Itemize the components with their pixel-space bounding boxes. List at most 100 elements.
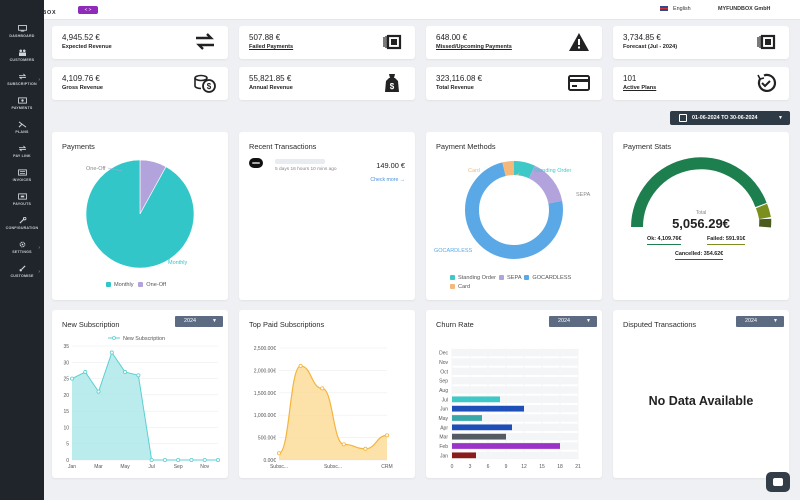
sidebar-item-customers[interactable]: CUSTOMERS [0,46,44,70]
donut-label-standing-order: Standing Order [534,168,571,174]
stat-value: 55,821.85 € [249,74,292,83]
year-select[interactable]: 2024 ▼ [736,316,784,327]
y-tick-label: Oct [440,369,448,375]
language-selector[interactable]: English [660,6,691,12]
stat-card-forecast: 3,734.85 € Forecast (Jul - 2024) [613,26,789,59]
donut-slice-gocardless [465,161,563,259]
chat-button[interactable] [766,472,790,492]
bar-jun [452,405,524,412]
legend-marker [112,336,116,340]
panel-title: Top Paid Subscriptions [249,320,325,329]
area-fill [72,352,218,460]
y-tick-label: 2,000.00€ [254,368,276,374]
sidebar-item-plans[interactable]: PLANS [0,118,44,142]
panel-title: Disputed Transactions [623,320,697,329]
chevron-down-icon: ▼ [778,115,783,121]
sidebar-item-configuration[interactable]: CONFIGURATION [0,214,44,238]
y-tick-label: 25 [63,377,69,383]
row-band [452,386,578,394]
refresh-icon [18,73,26,80]
legend-swatch [499,275,505,281]
stat-label: Annual Revenue [249,85,293,91]
y-tick-label: May [439,416,449,422]
donut-label-sepa: SEPA [576,192,591,198]
data-point [109,350,114,355]
x-tick-label: Jan [68,464,76,470]
legend-label: One-Off [146,282,167,288]
payment-methods-panel: Payment Methods Standing Order SEPA GOCA… [426,132,602,300]
payouts-icon [17,193,27,200]
y-tick-label: 1,500.00€ [254,391,276,397]
year-select[interactable]: 2024 ▼ [175,316,223,327]
credit-card-icon [568,75,590,91]
sidebar-item-dashboard[interactable]: DASHBOARD [0,22,44,46]
panel-title: Recent Transactions [249,142,317,151]
transaction-row[interactable]: 5 days 16 hours 10 mins ago 149.00 € Che… [249,158,405,188]
x-tick-label: May [120,464,130,470]
stat-value: 101 [623,74,637,83]
wrench-icon [18,217,26,224]
pie-label-one-off: One-Off [86,166,106,172]
failed-payments-link[interactable]: Failed Payments [249,44,294,50]
sidebar-toggle-button[interactable]: < > [78,6,98,14]
missed-payments-link[interactable]: Missed/Upcoming Payments [436,44,512,50]
sidebar-item-customise[interactable]: CUSTOMISE › [0,262,44,286]
y-tick-label: Nov [439,360,448,366]
sidebar-item-invoices[interactable]: INVOICES [0,166,44,190]
sidebar-item-settings[interactable]: SETTINGS › [0,238,44,262]
y-tick-label: Jan [440,453,448,459]
data-point [136,373,141,378]
y-tick-label: Dec [439,351,448,357]
data-point [69,376,74,381]
recent-transactions-panel: Recent Transactions 5 days 16 hours 10 m… [239,132,415,300]
data-point [341,442,346,447]
y-tick-label: 20 [63,393,69,399]
legend-label: New Subscription [123,336,165,342]
ok-amount: Ok: 4,109.76€ [647,236,682,245]
sidebar-item-payments[interactable]: PAYMENTS [0,94,44,118]
row-band [452,414,578,422]
y-tick-label: 2,500.00€ [254,346,276,352]
stat-card-active-plans[interactable]: 101 Active Plans [613,67,789,100]
check-more-link[interactable]: Check more → [370,177,405,183]
chevron-down-icon: ▼ [212,318,217,324]
legend-label: GOCARDLESS [532,275,572,281]
donut-label-gocardless: GOCARDLESS [434,248,473,254]
stat-card-expected-revenue: 4,945.52 € Expected Revenue [52,26,228,59]
brush-icon [19,265,26,272]
sidebar: DASHBOARD CUSTOMERS SUBSCRIPTION › PAYME… [0,0,44,500]
active-plans-link[interactable]: Active Plans [623,85,657,91]
transaction-time: 5 days 16 hours 10 mins ago [275,167,337,172]
year-select[interactable]: 2024 ▼ [549,316,597,327]
monitor-icon [17,25,27,32]
data-point [149,458,154,463]
data-point [202,458,207,463]
row-band [452,395,578,403]
legend-swatch [450,284,455,290]
chevron-down-icon: ▼ [773,318,778,324]
y-tick-label: 10 [63,425,69,431]
payments-legend: Monthly One-Off [106,282,166,288]
data-point [277,451,282,456]
gauge-segment-ok [631,157,767,228]
data-point [83,370,88,375]
sidebar-item-pay-link[interactable]: PAY LINK [0,142,44,166]
sidebar-item-subscription[interactable]: SUBSCRIPTION › [0,70,44,94]
cash-icon [757,34,776,50]
date-range-picker[interactable]: 01-06-2024 TO 30-06-2024 ▼ [670,111,790,125]
top-paid-subscriptions-panel: Top Paid Subscriptions 0.00€ 500.00€ 1,000… [239,310,415,478]
company-menu[interactable]: MYFUNDBOX GmbH [718,6,771,12]
legend-swatch [138,282,144,288]
x-tick-label: Nov [200,464,209,470]
sidebar-item-payouts[interactable]: PAYOUTS [0,190,44,214]
y-tick-label: 15 [63,409,69,415]
stat-card-missed-payments[interactable]: 648.00 € Missed/Upcoming Payments [426,26,602,59]
payment-card-icon [249,158,263,168]
stat-card-failed-payments[interactable]: 507.88 € Failed Payments [239,26,415,59]
payment-methods-donut-chart: Standing Order SEPA GOCARDLESS Card [434,161,591,259]
pie-label-monthly: Monthly [168,260,188,266]
bar-mar [452,433,506,440]
payment-stats-panel: Payment Stats Total 5,056.29€ Ok: 4,109.… [613,132,789,300]
date-range-label: 01-06-2024 TO 30-06-2024 [692,115,758,121]
row-band [452,349,578,357]
